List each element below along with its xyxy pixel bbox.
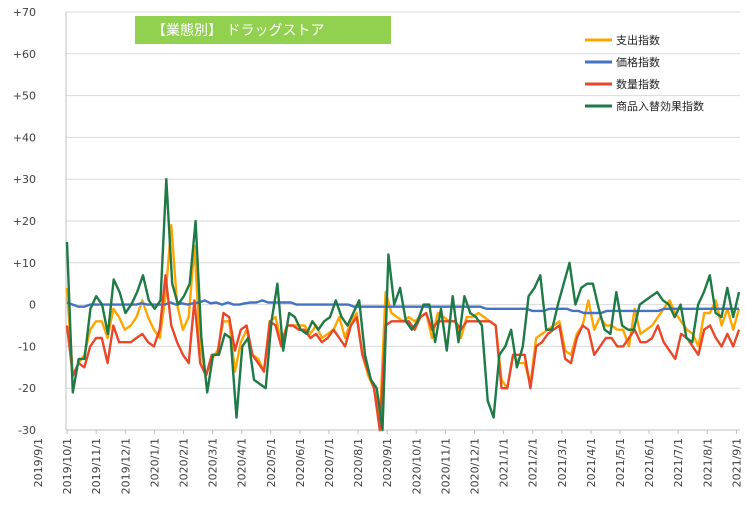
x-tick-label: 2020/4/1 [236, 438, 249, 487]
x-tick-label: 2020/8/1 [352, 438, 365, 487]
y-tick-label: +70 [13, 6, 36, 19]
x-tick-label: 2020/11/1 [439, 438, 452, 494]
x-tick-label: 2020/12/1 [469, 438, 482, 494]
y-tick-label: +40 [13, 131, 36, 144]
chart-title-background [135, 16, 391, 44]
legend-label: 商品入替効果指数 [616, 99, 704, 113]
x-tick-label: 2020/9/1 [381, 438, 394, 487]
x-tick-label: 2020/10/1 [410, 438, 423, 494]
y-tick-label: +20 [13, 215, 36, 228]
x-tick-label: 2020/5/1 [265, 438, 278, 487]
series-lines [65, 177, 741, 432]
x-tick-label: 2020/2/1 [178, 438, 191, 487]
x-tick-label: 2021/3/1 [556, 438, 569, 487]
x-tick-label: 2020/7/1 [323, 438, 336, 487]
chart-title: 【業態別】 ドラッグストア [135, 16, 391, 44]
gridlines [66, 11, 740, 431]
y-tick-label: -30 [18, 424, 36, 437]
x-tick-label: 2021/6/1 [643, 438, 656, 487]
series-line-0 [65, 223, 741, 423]
x-tick-label: 2019/10/1 [61, 438, 74, 494]
x-tick-label: 2021/9/1 [730, 438, 743, 487]
y-tick-label: +30 [13, 173, 36, 186]
y-tick-label: +10 [13, 257, 36, 270]
x-tick-label: 2021/4/1 [585, 438, 598, 487]
x-tick-label: 2020/1/1 [148, 438, 161, 487]
y-tick-label: +60 [13, 48, 36, 61]
chart-title-text: 【業態別】 ドラッグストア [152, 23, 324, 39]
y-tick-label: 0 [29, 299, 36, 312]
y-tick-label: -10 [18, 340, 36, 353]
x-tick-label: 2019/11/1 [90, 438, 103, 494]
x-tick-label: 2021/1/1 [498, 438, 511, 487]
x-tick-label: 2021/5/1 [614, 438, 627, 487]
x-tick-label: 2020/3/1 [207, 438, 220, 487]
series-line-2 [65, 274, 741, 432]
y-axis: -30 -20 -10 0 +10 +20 +30 +40 +50 +60 +70 [13, 6, 67, 437]
y-tick-label: -20 [18, 382, 36, 395]
legend-label: 価格指数 [616, 55, 660, 69]
x-tick-label: 2021/7/1 [672, 438, 685, 487]
x-axis: 2019/9/1 2019/10/1 2019/11/1 2019/12/1 2020/… [32, 429, 743, 494]
y-tick-label: +50 [13, 90, 36, 103]
legend-label: 数量指数 [616, 77, 660, 91]
x-tick-label: 2019/9/1 [32, 438, 45, 487]
x-tick-label: 2020/6/1 [294, 438, 307, 487]
x-tick-label: 2021/2/1 [527, 438, 540, 487]
x-tick-label: 2019/12/1 [119, 438, 132, 494]
legend-label: 支出指数 [616, 33, 660, 47]
x-tick-label: 2021/8/1 [701, 438, 714, 487]
series-line-3 [65, 177, 741, 432]
